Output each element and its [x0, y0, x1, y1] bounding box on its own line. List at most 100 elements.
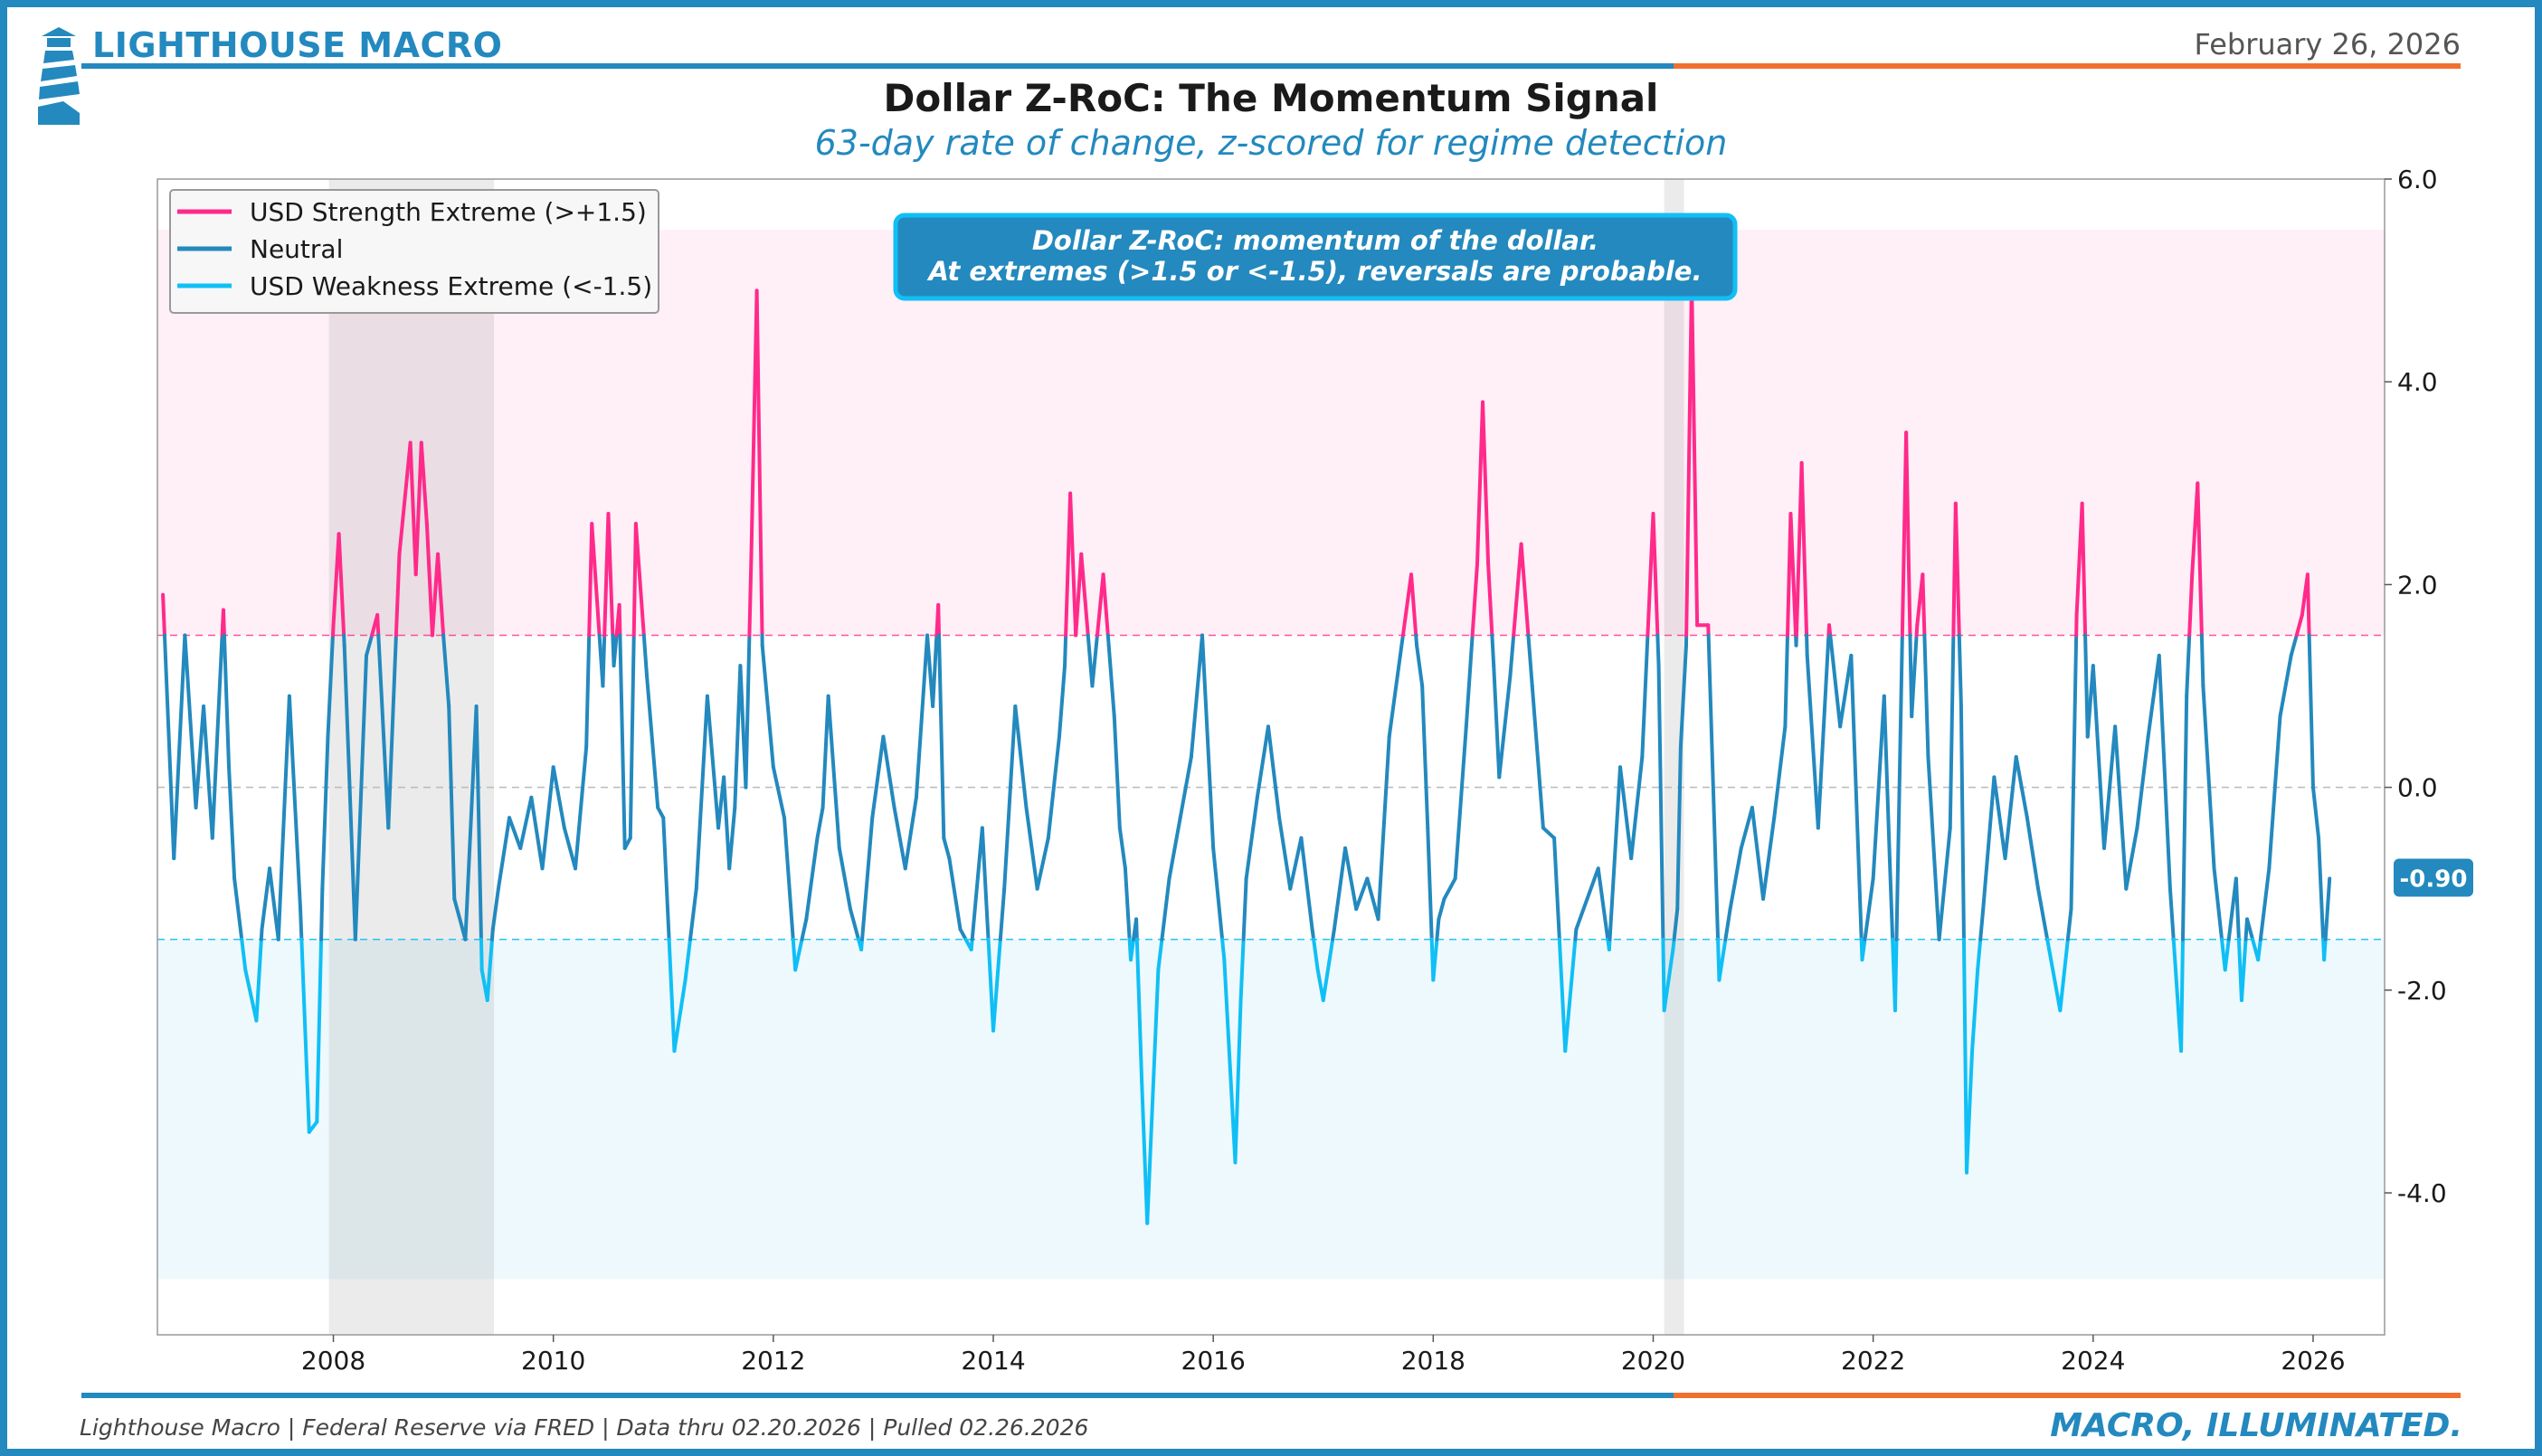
series-segment [848, 907, 861, 941]
last-value-badge: -0.90 [2394, 858, 2473, 897]
series-segment [307, 1120, 319, 1134]
series-segment [1200, 633, 1216, 850]
chart-title: Dollar Z-RoC: The Momentum Signal [883, 76, 1659, 120]
series-segment [1860, 937, 1867, 962]
series-segment [1519, 542, 1531, 638]
series-segment [2212, 866, 2224, 941]
series-segment [240, 937, 248, 972]
y-tick-label: 2.0 [2397, 570, 2438, 600]
series-segment [1079, 552, 1090, 638]
y-tick-label: -2.0 [2397, 976, 2447, 1006]
series-segment [1090, 633, 1099, 688]
series-segment [463, 704, 479, 941]
series-segment [727, 806, 737, 871]
series-segment [1332, 846, 1348, 931]
y-tick-label: 0.0 [2397, 773, 2438, 803]
y-tick-label: 4.0 [2397, 367, 2438, 397]
weakness-zone [157, 939, 2385, 1280]
recession-band-1 [328, 179, 495, 1335]
series-segment [667, 937, 677, 1054]
series-segment [1238, 937, 1246, 1003]
series-segment [986, 937, 996, 1033]
series-segment [1233, 998, 1243, 1165]
series-segment [1068, 491, 1078, 638]
series-segment [2294, 613, 2304, 638]
series-segment [2256, 937, 2262, 962]
series-segment [408, 440, 418, 577]
series-segment [1112, 714, 1122, 830]
series-segment [299, 907, 304, 941]
series-segment [1035, 836, 1050, 891]
series-segment [287, 694, 303, 912]
series-segment [326, 633, 335, 739]
series-segment [1957, 633, 1963, 708]
series-segment [1618, 765, 1634, 861]
annotation-line-1: Dollar Z-RoC: momentum of the dollar. [1032, 225, 1598, 256]
series-segment [562, 826, 578, 871]
series-segment [947, 856, 963, 931]
series-segment [1937, 826, 1952, 941]
series-segment [320, 734, 330, 891]
series-segment [1690, 279, 1700, 628]
series-segment [1922, 633, 1930, 759]
series-segment [2135, 734, 2150, 830]
series-segment [268, 866, 280, 941]
series-segment [1101, 572, 1110, 638]
series-segment [1992, 775, 2007, 861]
series-segment [2058, 937, 2070, 1013]
series-segment [1134, 917, 1139, 941]
series-segment [860, 816, 875, 941]
series-segment [1661, 937, 1666, 1013]
series-segment [970, 826, 984, 941]
series-segment [783, 816, 795, 941]
x-tick-label: 2024 [2061, 1346, 2125, 1376]
legend-box [169, 189, 659, 314]
series-segment [2317, 836, 2326, 941]
series-segment [1024, 806, 1039, 891]
series-segment [622, 836, 632, 850]
series-segment [1964, 1049, 1975, 1175]
series-segment [1481, 400, 1491, 566]
series-segment [222, 633, 232, 770]
series-segment [1706, 633, 1721, 941]
series-segment [584, 633, 592, 749]
annotation: Dollar Z-RoC: momentum of the dollar.At … [893, 213, 1738, 301]
series-segment [2267, 714, 2282, 871]
series-segment [2091, 664, 2106, 850]
series-segment [2199, 633, 2205, 688]
series-segment [1662, 948, 1675, 1013]
last-value-box [2394, 858, 2473, 897]
series-segment [1002, 704, 1018, 891]
series-segment [479, 937, 484, 972]
series-segment [394, 552, 402, 638]
series-segment [1128, 937, 1136, 962]
chart-subtitle: 63-day rate of change, z-scored for regi… [814, 123, 1728, 163]
series-segment [243, 968, 259, 1023]
series-segment [441, 633, 451, 708]
series-segment [1541, 826, 1557, 840]
series-segment [1140, 1079, 1150, 1225]
series-segment [1926, 755, 1941, 941]
series-segment [903, 795, 918, 871]
series-line [161, 279, 2332, 1225]
series-segment [1117, 826, 1127, 871]
series-segment [2187, 572, 2195, 638]
series-segment [754, 288, 764, 638]
series-segment [1453, 724, 1468, 881]
series-segment [1910, 633, 1919, 719]
series-segment [194, 704, 206, 810]
series-segment [386, 633, 398, 830]
series-segment [1063, 633, 1068, 668]
series-segment [1160, 876, 1171, 941]
x-tick-label: 2008 [301, 1346, 365, 1376]
x-tick-label: 2026 [2281, 1346, 2345, 1376]
series-segment [1761, 816, 1777, 901]
series-segment [1828, 633, 1843, 729]
x-tick-label: 2018 [1401, 1346, 1465, 1376]
series-segment [2113, 724, 2129, 891]
series-segment [1526, 633, 1534, 688]
series-segment [1871, 694, 1886, 881]
series-segment [2014, 755, 2029, 820]
series-segment [1189, 633, 1205, 759]
